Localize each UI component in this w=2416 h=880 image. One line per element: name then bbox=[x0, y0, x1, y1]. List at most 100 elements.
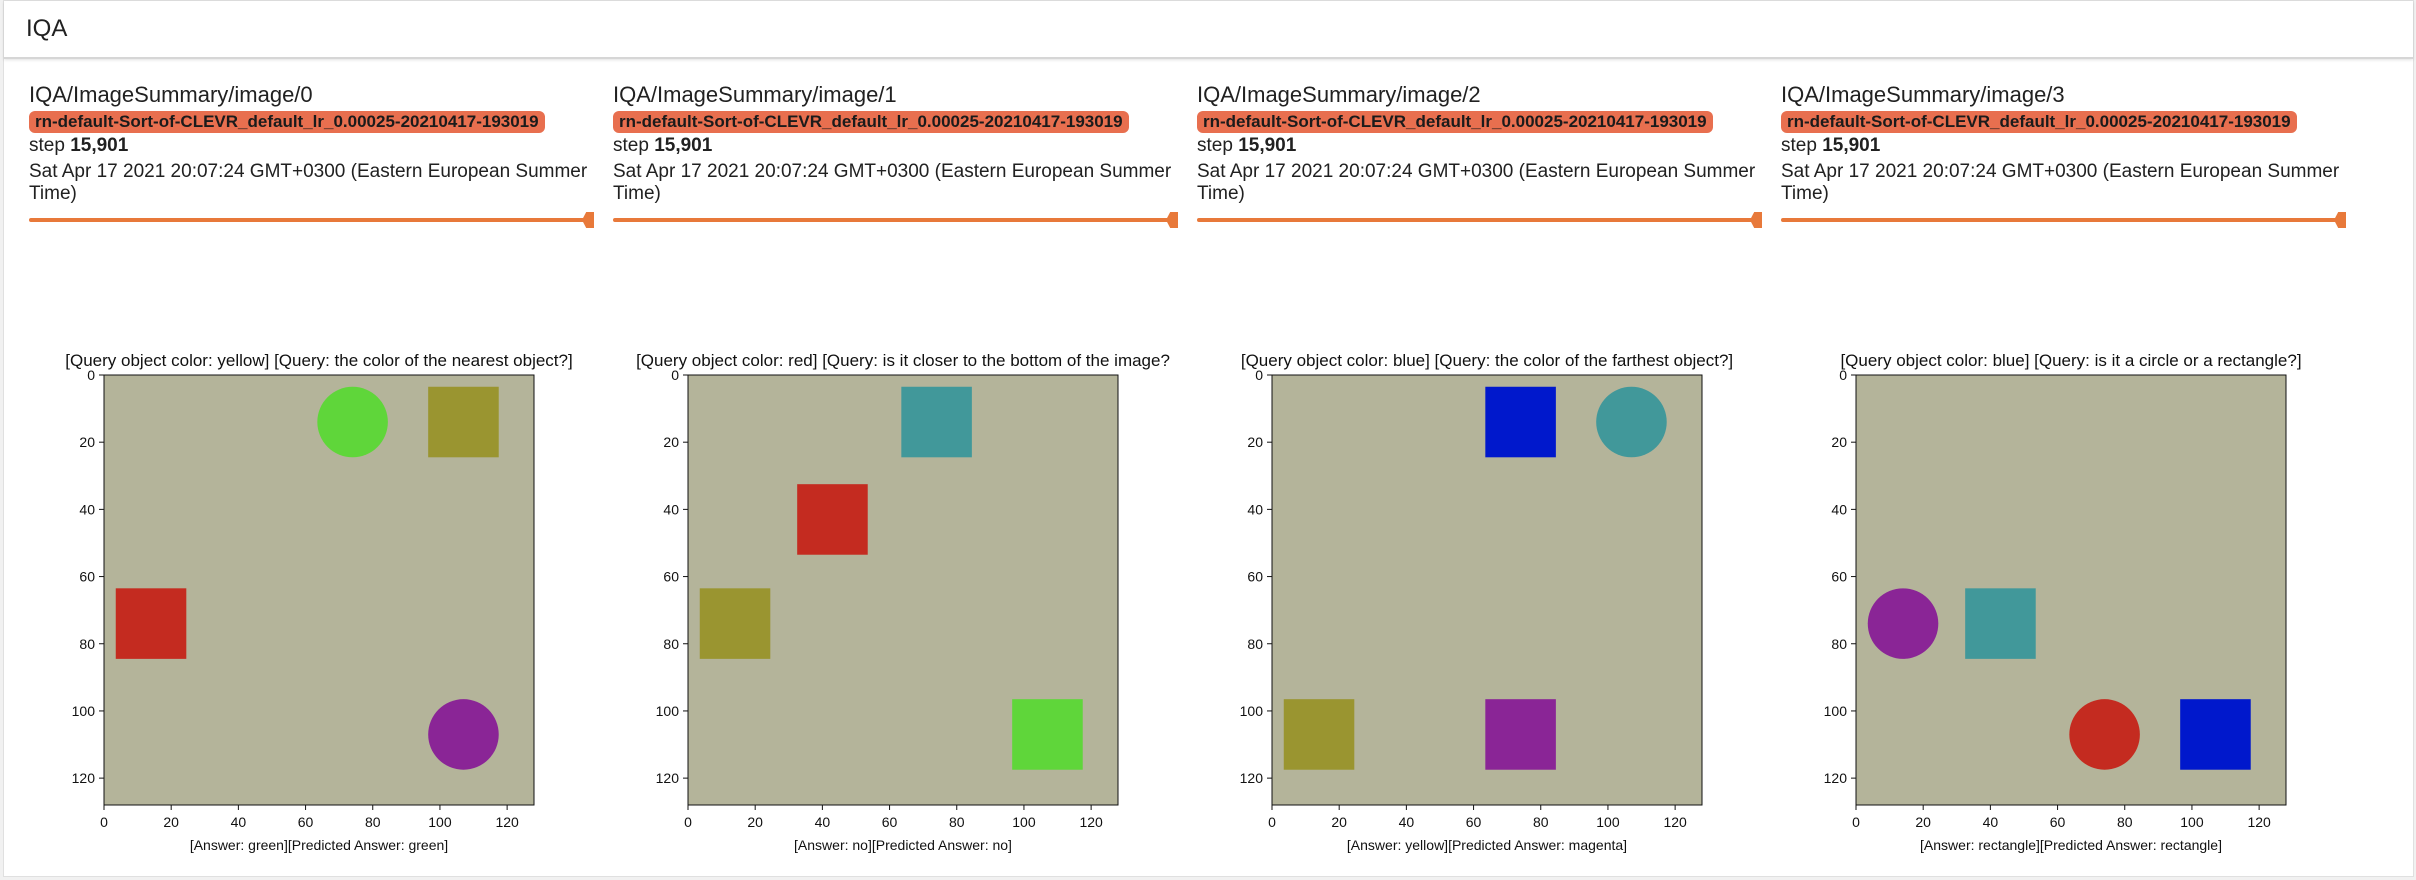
slider-thumb[interactable] bbox=[1166, 212, 1178, 228]
x-tick-label: 0 bbox=[684, 814, 692, 830]
x-tick-label: 120 bbox=[1663, 814, 1687, 830]
y-tick-label: 80 bbox=[79, 636, 95, 652]
x-tick-label: 0 bbox=[1268, 814, 1276, 830]
y-tick-label: 60 bbox=[663, 569, 679, 585]
x-tick-label: 60 bbox=[1466, 814, 1482, 830]
x-tick-label: 40 bbox=[1399, 814, 1415, 830]
step-label: step 15,901 bbox=[613, 135, 1178, 157]
y-tick-label: 120 bbox=[656, 770, 680, 786]
plot-frame bbox=[687, 374, 1119, 806]
y-tick-label: 20 bbox=[1831, 434, 1847, 450]
x-tick-label: 100 bbox=[428, 814, 452, 830]
dashboard-frame: IQA IQA/ImageSummary/image/0 rn-default-… bbox=[3, 0, 2414, 877]
object-square-2 bbox=[1283, 699, 1355, 770]
object-circle-0 bbox=[317, 386, 388, 458]
card-tag: IQA/ImageSummary/image/1 bbox=[613, 82, 897, 107]
y-tick-label: 120 bbox=[1240, 770, 1264, 786]
x-tick-label: 80 bbox=[1533, 814, 1549, 830]
image-plot: [Query object color: red] [Query: is it … bbox=[636, 351, 1170, 853]
x-tick-label: 100 bbox=[1012, 814, 1036, 830]
y-tick-label: 100 bbox=[1824, 703, 1848, 719]
step-text: step bbox=[1197, 135, 1233, 156]
object-square-3 bbox=[1012, 699, 1083, 770]
x-tick-label: 0 bbox=[100, 814, 108, 830]
slider-thumb[interactable] bbox=[582, 212, 594, 228]
step-slider[interactable] bbox=[29, 211, 594, 229]
step-slider[interactable] bbox=[613, 211, 1178, 229]
x-tick-label: 120 bbox=[495, 814, 519, 830]
plot-title: [Query object color: red] [Query: is it … bbox=[636, 351, 1170, 370]
run-chip[interactable]: rn-default-Sort-of-CLEVR_default_lr_0.00… bbox=[1197, 111, 1713, 133]
step-slider[interactable] bbox=[1197, 211, 1762, 229]
run-chip[interactable]: rn-default-Sort-of-CLEVR_default_lr_0.00… bbox=[1781, 111, 2297, 133]
x-tick-label: 0 bbox=[1852, 814, 1860, 830]
timestamp: Sat Apr 17 2021 20:07:24 GMT+0300 (Easte… bbox=[1781, 161, 2340, 204]
slider-thumb[interactable] bbox=[2334, 212, 2346, 228]
y-tick-label: 20 bbox=[79, 434, 95, 450]
card-tag: IQA/ImageSummary/image/0 bbox=[29, 82, 313, 107]
y-tick-label: 60 bbox=[1831, 569, 1847, 585]
x-tick-label: 20 bbox=[163, 814, 179, 830]
image-card-1: IQA/ImageSummary/image/1 rn-default-Sort… bbox=[613, 81, 1178, 853]
y-tick-label: 80 bbox=[663, 636, 679, 652]
slider-track[interactable] bbox=[29, 218, 586, 222]
y-tick-label: 120 bbox=[72, 770, 96, 786]
x-tick-label: 80 bbox=[949, 814, 965, 830]
plot-title: [Query object color: blue] [Query: the c… bbox=[1241, 351, 1733, 370]
step-slider[interactable] bbox=[1781, 211, 2346, 229]
image-card-0: IQA/ImageSummary/image/0 rn-default-Sort… bbox=[29, 81, 594, 853]
y-tick-label: 120 bbox=[1824, 770, 1848, 786]
y-tick-label: 40 bbox=[1831, 501, 1847, 517]
plot-frame bbox=[1855, 374, 2287, 806]
page-title: IQA bbox=[26, 15, 68, 42]
y-tick-label: 0 bbox=[1255, 367, 1263, 383]
x-tick-label: 80 bbox=[2117, 814, 2133, 830]
x-tick-label: 80 bbox=[365, 814, 381, 830]
image-plot: [Query object color: blue] [Query: is it… bbox=[1824, 351, 2302, 853]
plot-frame bbox=[1271, 374, 1703, 806]
object-square-2 bbox=[115, 588, 187, 659]
object-circle-0 bbox=[1867, 588, 1939, 659]
x-tick-label: 20 bbox=[1331, 814, 1347, 830]
step-label: step 15,901 bbox=[1197, 135, 1762, 157]
image-card-3: IQA/ImageSummary/image/3 rn-default-Sort… bbox=[1781, 81, 2346, 853]
step-label: step 15,901 bbox=[29, 135, 594, 157]
plot-xlabel: [Answer: no][Predicted Answer: no] bbox=[794, 837, 1012, 853]
y-tick-label: 0 bbox=[671, 367, 679, 383]
y-tick-label: 100 bbox=[1240, 703, 1264, 719]
step-value: 15,901 bbox=[654, 135, 713, 156]
plot-title: [Query object color: blue] [Query: is it… bbox=[1840, 351, 2301, 370]
image-plot: [Query object color: blue] [Query: the c… bbox=[1240, 351, 1734, 853]
plot-xlabel: [Answer: rectangle][Predicted Answer: re… bbox=[1920, 837, 2222, 853]
run-chip[interactable]: rn-default-Sort-of-CLEVR_default_lr_0.00… bbox=[29, 111, 545, 133]
card-tag: IQA/ImageSummary/image/2 bbox=[1197, 82, 1481, 107]
timestamp: Sat Apr 17 2021 20:07:24 GMT+0300 (Easte… bbox=[29, 161, 588, 204]
x-tick-label: 120 bbox=[2247, 814, 2271, 830]
step-value: 15,901 bbox=[70, 135, 129, 156]
object-square-1 bbox=[428, 386, 499, 458]
slider-thumb[interactable] bbox=[1750, 212, 1762, 228]
step-value: 15,901 bbox=[1238, 135, 1297, 156]
image-plot: [Query object color: yellow] [Query: the… bbox=[65, 351, 572, 853]
y-tick-label: 80 bbox=[1831, 636, 1847, 652]
object-square-1 bbox=[797, 484, 868, 555]
slider-track[interactable] bbox=[1197, 218, 1754, 222]
image-card-2: IQA/ImageSummary/image/2 rn-default-Sort… bbox=[1197, 81, 1762, 853]
x-tick-label: 100 bbox=[1596, 814, 1620, 830]
run-chip[interactable]: rn-default-Sort-of-CLEVR_default_lr_0.00… bbox=[613, 111, 1129, 133]
object-square-2 bbox=[699, 588, 771, 659]
slider-track[interactable] bbox=[613, 218, 1170, 222]
y-tick-label: 40 bbox=[1247, 501, 1263, 517]
slider-track[interactable] bbox=[1781, 218, 2338, 222]
x-tick-label: 60 bbox=[2050, 814, 2066, 830]
y-tick-label: 40 bbox=[79, 501, 95, 517]
step-text: step bbox=[613, 135, 649, 156]
object-square-3 bbox=[1485, 699, 1556, 770]
timestamp: Sat Apr 17 2021 20:07:24 GMT+0300 (Easte… bbox=[1197, 161, 1756, 204]
x-tick-label: 100 bbox=[2180, 814, 2204, 830]
x-tick-label: 60 bbox=[298, 814, 314, 830]
x-tick-label: 20 bbox=[747, 814, 763, 830]
y-tick-label: 80 bbox=[1247, 636, 1263, 652]
y-tick-label: 20 bbox=[1247, 434, 1263, 450]
y-tick-label: 40 bbox=[663, 501, 679, 517]
